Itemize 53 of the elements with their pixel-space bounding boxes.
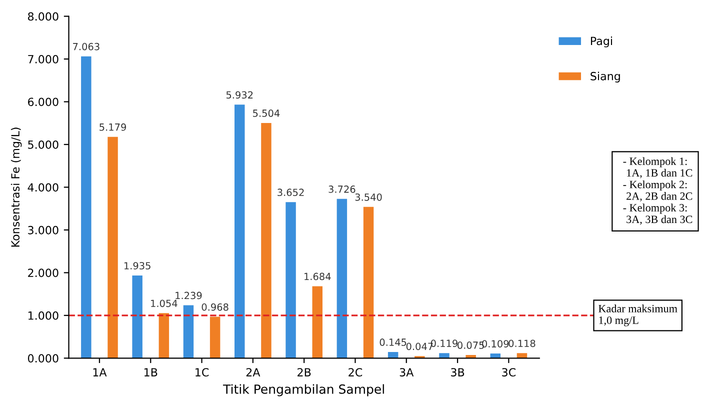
y-tick-label: 8.000 [28, 12, 58, 21]
x-tick-label: 2C [348, 368, 362, 376]
data-label: 0.968 [202, 303, 228, 311]
data-label: 0.119 [430, 340, 458, 348]
bar [439, 353, 450, 358]
data-label: 3.540 [355, 193, 382, 201]
data-label: 3.652 [278, 188, 304, 196]
bar [312, 286, 322, 358]
x-axis-title: Titik Pengambilan Sampel [223, 384, 384, 396]
legend-label: Pagi [590, 36, 612, 48]
bar [132, 275, 142, 358]
bar [183, 305, 194, 358]
ref-line-label: Kadar maksimum 1,0 mg/L [598, 304, 678, 326]
x-tick-label: 2B [298, 368, 311, 376]
data-label: 5.504 [253, 110, 280, 117]
data-label: 0.118 [508, 340, 536, 348]
bar [286, 202, 296, 358]
data-label: 7.063 [73, 42, 100, 50]
data-label: 3.726 [328, 186, 356, 193]
bar [234, 104, 245, 358]
x-tick-label: 2A [246, 368, 260, 376]
data-label: 1.239 [176, 292, 202, 300]
data-label: 1.935 [124, 262, 150, 270]
y-tick-label: 5.000 [28, 140, 58, 149]
y-tick-label: 2.000 [28, 268, 58, 278]
x-tick-label: 1C [196, 368, 209, 376]
x-tick-label: 3C [502, 368, 516, 376]
y-tick-label: 1.000 [28, 311, 58, 320]
y-tick-label: 7.000 [28, 54, 58, 64]
x-tick-label: 3A [400, 368, 414, 376]
y-tick-label: 3.000 [28, 226, 58, 234]
bar [363, 206, 374, 358]
data-label: 5.932 [226, 91, 253, 99]
bar [210, 316, 220, 358]
bar [108, 136, 118, 358]
x-tick-label: 3B [451, 368, 464, 376]
y-tick-label: 4.000 [28, 183, 58, 192]
data-label: 5.179 [100, 123, 126, 131]
y-tick-label: 0.000 [28, 354, 58, 363]
legend-label: Siang [590, 72, 620, 82]
text: - Kelompok 1: 1A, 1B dan 1C - Kelompok 2: 2A, 2B dan 2C - Kelompok 3: 3A, 3B dan 3C [623, 157, 692, 225]
data-label: 1.054 [151, 300, 178, 308]
data-label: 0.047 [406, 342, 433, 350]
bar [81, 56, 92, 358]
x-tick-label: 1A [93, 368, 107, 376]
x-tick-label: 1B [144, 368, 158, 376]
data-label: 0.145 [380, 338, 406, 346]
y-axis-title: Konsentrasi Fe (mg/L) [10, 128, 22, 247]
bar [158, 313, 170, 358]
data-label: 1.684 [304, 272, 331, 280]
y-tick-label: 6.000 [28, 98, 58, 106]
bar [336, 198, 348, 358]
bar [261, 122, 272, 358]
